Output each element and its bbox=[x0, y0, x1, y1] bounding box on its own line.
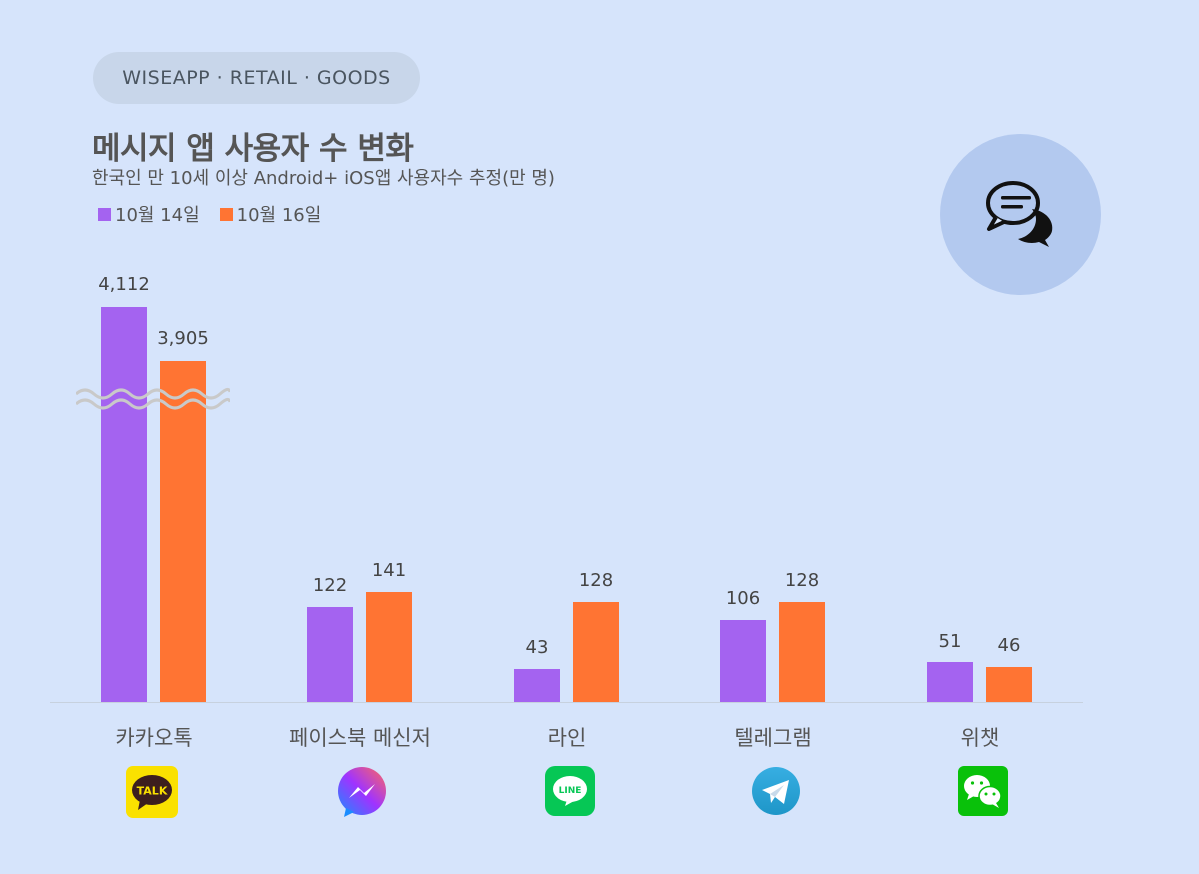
category-label-line: 라인 bbox=[547, 726, 587, 750]
chart-title: 메시지 앱 사용자 수 변화 bbox=[92, 131, 414, 167]
bar-telegram-oct16 bbox=[779, 602, 825, 702]
legend-swatch-orange bbox=[219, 207, 233, 221]
legend-item-oct14: 10월 14일 bbox=[98, 201, 200, 227]
brand-pill: WISEAPP · RETAIL · GOODS bbox=[93, 52, 420, 104]
bar-wechat-oct14 bbox=[927, 662, 973, 702]
bar-line-oct14 bbox=[514, 669, 560, 702]
legend-label: 10월 14일 bbox=[115, 205, 200, 226]
value-label: 106 bbox=[725, 588, 761, 609]
category-label-wechat: 위챗 bbox=[960, 726, 1000, 750]
bar-telegram-oct14 bbox=[720, 620, 766, 702]
legend-label: 10월 16일 bbox=[236, 205, 322, 226]
value-label: 122 bbox=[312, 575, 348, 596]
legend-swatch-purple bbox=[98, 207, 111, 221]
svg-text:TALK: TALK bbox=[137, 785, 168, 798]
legend-item-oct16: 10월 16일 bbox=[219, 201, 322, 227]
value-label: 128 bbox=[578, 570, 614, 591]
category-label-messenger: 페이스북 메신저 bbox=[289, 726, 431, 750]
bar-kakaotalk-oct14 bbox=[101, 307, 147, 702]
wechat-icon bbox=[958, 766, 1008, 816]
category-label-kakaotalk: 카카오톡 bbox=[115, 726, 193, 750]
bar-line-oct16 bbox=[573, 602, 619, 702]
value-label: 141 bbox=[371, 560, 407, 581]
value-label: 3,905 bbox=[157, 328, 209, 349]
bar-wechat-oct16 bbox=[986, 667, 1032, 702]
messenger-icon bbox=[338, 767, 386, 817]
value-label: 43 bbox=[525, 637, 549, 658]
bar-messenger-oct14 bbox=[307, 607, 353, 702]
line-icon: LINE bbox=[545, 766, 595, 816]
bar-kakaotalk-oct16 bbox=[160, 361, 206, 702]
x-axis-baseline bbox=[50, 702, 1083, 703]
telegram-icon bbox=[752, 767, 800, 815]
value-label: 4,112 bbox=[98, 274, 150, 295]
chart-subtitle: 한국인 만 10세 이상 Android+ iOS앱 사용자수 추정(만 명) bbox=[92, 168, 555, 189]
value-label: 128 bbox=[784, 570, 820, 591]
kakaotalk-icon: TALK bbox=[126, 766, 178, 818]
svg-text:LINE: LINE bbox=[559, 786, 582, 796]
chat-bubbles-icon bbox=[985, 180, 1052, 247]
value-label: 51 bbox=[938, 631, 962, 652]
legend: 10월 14일 10월 16일 bbox=[98, 201, 321, 227]
category-label-telegram: 텔레그램 bbox=[734, 726, 812, 750]
axis-break-icon bbox=[76, 387, 230, 410]
value-label: 46 bbox=[997, 635, 1021, 656]
bar-messenger-oct16 bbox=[366, 592, 412, 702]
hero-badge bbox=[940, 134, 1101, 295]
